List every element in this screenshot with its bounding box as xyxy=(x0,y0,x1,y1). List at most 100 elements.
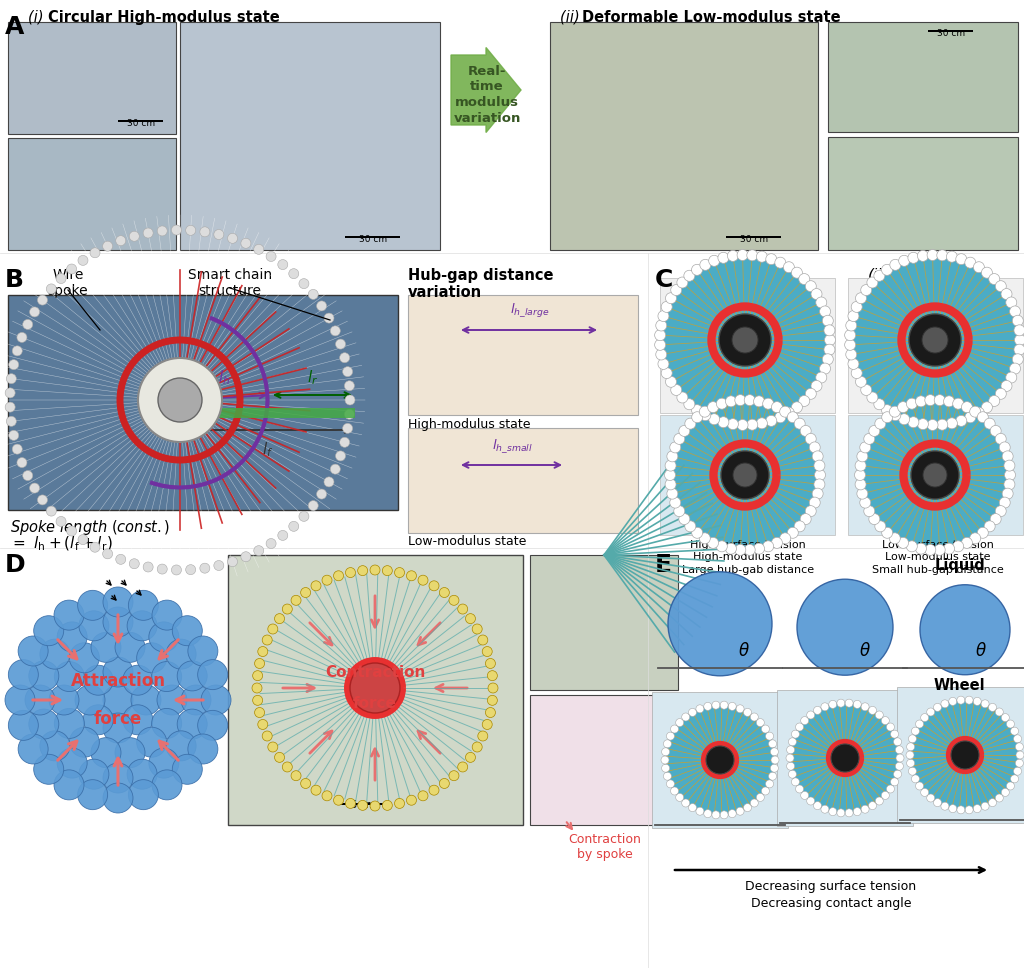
Circle shape xyxy=(775,257,785,268)
Circle shape xyxy=(478,635,487,645)
Circle shape xyxy=(855,292,866,304)
Text: Liquid: Liquid xyxy=(934,558,985,573)
Circle shape xyxy=(708,537,719,548)
Circle shape xyxy=(718,416,729,428)
Circle shape xyxy=(989,396,999,407)
Circle shape xyxy=(837,699,845,708)
Circle shape xyxy=(676,794,684,802)
Circle shape xyxy=(941,700,949,708)
Circle shape xyxy=(861,285,871,295)
Circle shape xyxy=(1013,316,1023,326)
Circle shape xyxy=(29,710,58,740)
Circle shape xyxy=(813,707,821,714)
Circle shape xyxy=(152,709,181,739)
Circle shape xyxy=(853,807,861,816)
FancyBboxPatch shape xyxy=(408,295,638,415)
Circle shape xyxy=(1001,380,1012,391)
Circle shape xyxy=(921,788,929,797)
Circle shape xyxy=(674,434,685,444)
Circle shape xyxy=(937,250,948,260)
Text: Deformable Low-modulus state: Deformable Low-modulus state xyxy=(582,10,841,25)
Circle shape xyxy=(148,748,179,778)
Circle shape xyxy=(394,799,404,808)
Circle shape xyxy=(102,549,113,559)
Circle shape xyxy=(725,396,736,407)
Circle shape xyxy=(736,705,744,712)
Circle shape xyxy=(345,567,355,578)
FancyBboxPatch shape xyxy=(777,690,913,826)
Circle shape xyxy=(708,402,719,412)
Circle shape xyxy=(187,734,218,764)
Circle shape xyxy=(952,398,964,409)
Circle shape xyxy=(766,415,777,426)
Circle shape xyxy=(941,802,949,810)
Circle shape xyxy=(727,251,738,261)
Circle shape xyxy=(934,704,941,711)
Circle shape xyxy=(49,685,79,715)
FancyBboxPatch shape xyxy=(118,120,163,122)
Circle shape xyxy=(671,787,679,795)
FancyBboxPatch shape xyxy=(928,30,973,32)
Circle shape xyxy=(289,522,299,531)
Circle shape xyxy=(887,723,894,731)
Circle shape xyxy=(691,405,702,415)
Circle shape xyxy=(873,399,885,409)
Circle shape xyxy=(908,735,916,742)
Circle shape xyxy=(800,514,811,525)
Text: (ii): (ii) xyxy=(560,10,585,25)
Circle shape xyxy=(331,464,340,474)
Circle shape xyxy=(439,588,450,597)
Circle shape xyxy=(334,796,343,805)
Circle shape xyxy=(662,764,670,772)
Text: Contraction
by spoke: Contraction by spoke xyxy=(568,833,641,861)
Circle shape xyxy=(887,785,894,793)
Circle shape xyxy=(5,402,15,412)
Circle shape xyxy=(908,416,919,428)
Circle shape xyxy=(143,228,154,238)
Circle shape xyxy=(103,587,133,617)
Circle shape xyxy=(882,792,889,800)
Circle shape xyxy=(299,279,309,288)
Circle shape xyxy=(1011,774,1019,783)
Circle shape xyxy=(911,774,920,783)
Circle shape xyxy=(910,700,1020,810)
Circle shape xyxy=(890,259,901,270)
Circle shape xyxy=(845,340,856,350)
Circle shape xyxy=(965,411,976,423)
Circle shape xyxy=(787,528,799,538)
Circle shape xyxy=(350,663,400,713)
Circle shape xyxy=(78,534,88,545)
Circle shape xyxy=(1014,325,1024,336)
Circle shape xyxy=(861,384,871,396)
FancyBboxPatch shape xyxy=(726,236,781,238)
Circle shape xyxy=(786,762,795,771)
Circle shape xyxy=(709,256,720,266)
Circle shape xyxy=(889,532,900,544)
Circle shape xyxy=(746,250,758,260)
Circle shape xyxy=(54,709,84,739)
Circle shape xyxy=(466,614,475,623)
Circle shape xyxy=(962,402,973,412)
Circle shape xyxy=(860,441,870,453)
Circle shape xyxy=(128,779,159,809)
Circle shape xyxy=(57,748,87,778)
Circle shape xyxy=(995,388,1007,400)
Circle shape xyxy=(266,252,276,261)
Circle shape xyxy=(712,701,720,710)
Circle shape xyxy=(744,544,756,556)
Circle shape xyxy=(158,378,202,422)
Circle shape xyxy=(123,705,153,735)
Circle shape xyxy=(324,313,334,323)
Circle shape xyxy=(850,255,1020,425)
Circle shape xyxy=(38,495,47,505)
Text: High-modulus state: High-modulus state xyxy=(408,418,530,431)
Circle shape xyxy=(30,307,40,317)
Circle shape xyxy=(946,418,957,429)
Circle shape xyxy=(67,526,77,536)
Circle shape xyxy=(187,636,218,666)
Circle shape xyxy=(331,326,340,336)
Circle shape xyxy=(783,261,795,273)
Circle shape xyxy=(103,763,133,793)
Circle shape xyxy=(923,463,947,487)
Circle shape xyxy=(75,685,105,715)
